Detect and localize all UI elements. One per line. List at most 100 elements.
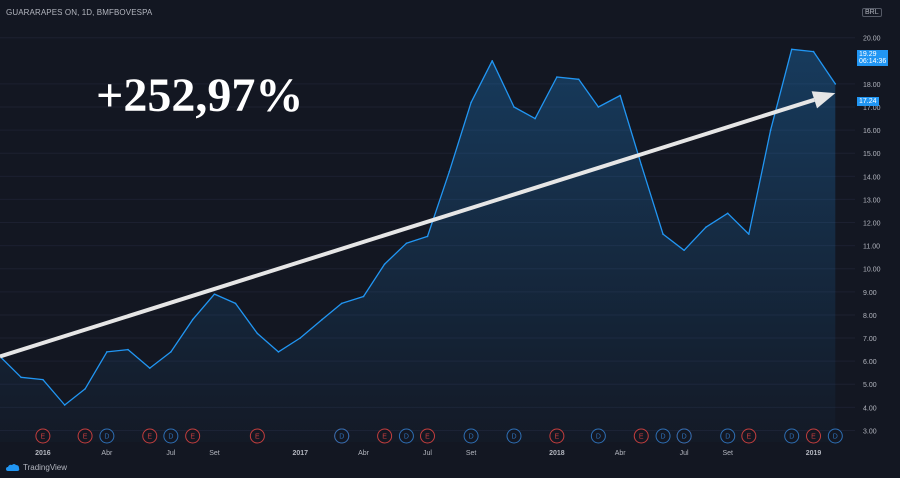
series-point [362, 295, 365, 298]
series-point [448, 170, 451, 173]
series-point [534, 117, 536, 120]
series-line [0, 48, 836, 406]
series-point [491, 60, 493, 62]
series-point [426, 235, 429, 238]
price-tag-last: 17.24 [857, 97, 879, 106]
series-point [513, 106, 515, 108]
event-marker-d [463, 428, 479, 444]
event-marker-label: E [147, 434, 152, 441]
series-point [127, 348, 129, 351]
series-point [148, 367, 151, 369]
tradingview-brand[interactable]: TradingView [6, 463, 67, 472]
event-marker-label: D [725, 434, 730, 441]
event-marker-label: E [255, 434, 260, 441]
event-marker-label: E [555, 434, 560, 441]
series-point [213, 293, 216, 295]
series-point [748, 233, 750, 235]
event-marker-label: D [104, 434, 109, 441]
y-tick-label: 8.00 [863, 313, 877, 320]
event-marker-e [249, 428, 265, 444]
event-marker-e [185, 428, 201, 444]
x-tick-label: 2016 [35, 450, 51, 457]
series-point [170, 351, 172, 353]
y-tick-label: 15.00 [863, 151, 881, 158]
event-marker-label: E [425, 434, 430, 441]
price-tag-high-value: 19.29 [859, 51, 877, 58]
brand-label: TradingView [23, 463, 68, 472]
event-marker-e [633, 428, 649, 444]
series-point [299, 337, 302, 339]
series-point [597, 106, 600, 108]
event-marker-label: E [639, 434, 644, 441]
y-tick-label: 5.00 [863, 382, 877, 389]
series-point [277, 351, 280, 353]
event-marker-e [142, 428, 158, 444]
y-tick-label: 14.00 [863, 174, 881, 181]
event-marker-label: D [833, 434, 838, 441]
event-marker-label: D [661, 434, 666, 441]
x-tick-label: Set [466, 450, 477, 457]
series-point [106, 351, 108, 353]
series-point [834, 83, 837, 85]
series-point [556, 76, 558, 78]
series-point [470, 101, 472, 104]
event-marker-label: E [382, 434, 387, 441]
event-marker-e [77, 428, 93, 444]
price-tag-high-time: 06:14:36 [859, 58, 887, 65]
x-tick-label: 2018 [549, 450, 565, 457]
event-marker-d [655, 428, 671, 444]
event-marker-label: D [596, 434, 601, 441]
y-tick-label: 13.00 [863, 197, 881, 204]
y-tick-label: 20.00 [863, 36, 881, 43]
event-marker-d [784, 428, 800, 444]
event-marker-d [827, 428, 843, 444]
event-marker-d [163, 428, 179, 444]
event-marker-label: D [789, 434, 794, 441]
series-point [340, 302, 343, 305]
series-point [683, 249, 685, 252]
series-point [191, 318, 194, 321]
tradingview-cloud-icon [6, 464, 20, 471]
event-marker-label: E [83, 434, 88, 441]
series-point [769, 129, 772, 131]
price-tag-last-value: 17.24 [859, 98, 877, 105]
event-marker-e [741, 428, 757, 444]
event-marker-e [35, 428, 51, 444]
series-point [256, 332, 259, 335]
y-tick-label: 3.00 [863, 428, 877, 435]
symbol-title: GUARARAPES ON, 1D, BMFBOVESPA [6, 8, 153, 17]
y-tick-label: 6.00 [863, 359, 877, 366]
x-tick-label: Set [209, 450, 220, 457]
event-marker-d [676, 428, 692, 444]
y-tick-label: 17.00 [863, 105, 881, 112]
event-marker-label: D [469, 434, 474, 441]
y-tick-label: 10.00 [863, 267, 881, 274]
series-point [640, 163, 643, 166]
x-tick-label: 2019 [806, 450, 822, 457]
event-marker-d [99, 428, 115, 444]
performance-annotation: +252,97% [96, 69, 304, 122]
event-marker-label: D [511, 434, 516, 441]
event-marker-e [377, 428, 393, 444]
event-marker-d [720, 428, 736, 444]
series-point [812, 50, 815, 53]
series-point [705, 226, 707, 228]
x-tick-label: 2017 [292, 450, 308, 457]
x-tick-label: Abr [358, 450, 370, 457]
y-tick-label: 18.00 [863, 82, 881, 89]
currency-label[interactable]: BRL [862, 8, 882, 17]
y-tick-label: 4.00 [863, 405, 877, 412]
y-tick-label: 7.00 [863, 336, 877, 343]
event-marker-label: D [682, 434, 687, 441]
event-marker-label: E [811, 434, 816, 441]
event-marker-label: E [190, 434, 195, 441]
series-point [20, 376, 22, 379]
series-point [619, 94, 621, 97]
event-marker-e [549, 428, 565, 444]
x-tick-label: Jul [680, 450, 689, 457]
series-point [63, 404, 66, 406]
y-tick-label: 11.00 [863, 244, 880, 251]
x-tick-label: Jul [166, 450, 175, 457]
series-point [726, 212, 729, 215]
trend-arrow-head [811, 91, 836, 109]
